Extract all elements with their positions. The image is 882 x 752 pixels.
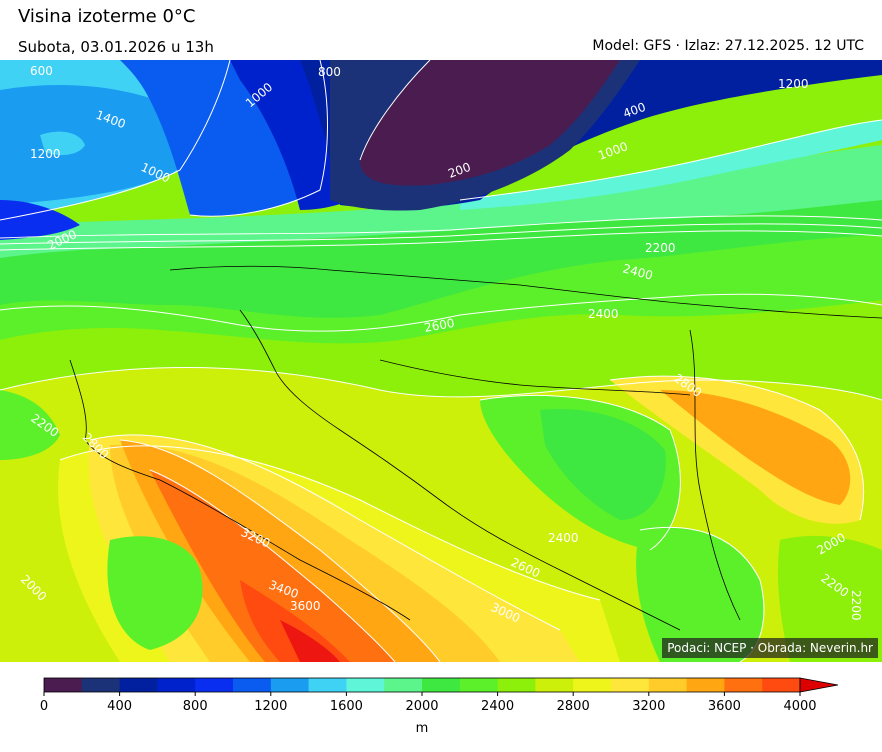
- colorbar-segment: [535, 678, 574, 692]
- colorbar-segment: [724, 678, 763, 692]
- chart-subtitle: Subota, 03.01.2026 u 13h: [18, 38, 214, 56]
- colorbar-tick-label: 2000: [405, 699, 438, 714]
- colorbar-ticks: 0 400 800 1200 1600 2000 2400 2800 3200 3600 4000: [40, 692, 817, 714]
- colorbar-segment: [573, 678, 612, 692]
- west-green-small: [0, 390, 60, 460]
- balkan-green-inner: [540, 409, 666, 520]
- colorbar-segment: [497, 678, 536, 692]
- colorbar-tick-label: 4000: [783, 699, 816, 714]
- band-200: [360, 60, 620, 186]
- band-4000: [280, 620, 340, 662]
- colorbar-segment: [459, 678, 499, 692]
- colorbar-tick-label: 3600: [708, 699, 741, 714]
- model-info: Model: GFS · Izlaz: 27.12.2025. 12 UTC: [592, 38, 864, 54]
- colorbar-segment: [686, 678, 725, 692]
- band-1800: [0, 145, 882, 258]
- colorbar-segment: [270, 678, 310, 692]
- contour-label: 2400: [548, 531, 579, 545]
- colorbar-tick-label: 3200: [632, 699, 665, 714]
- contour-label: 3600: [290, 599, 321, 613]
- contour-label: 2600: [423, 316, 456, 335]
- colorbar-tick-label: 2400: [481, 699, 514, 714]
- nw-cyan-spot: [40, 131, 85, 156]
- east-green-2: [636, 527, 764, 662]
- contour-label: 1200: [30, 147, 61, 161]
- nw-cold-edge: [0, 200, 80, 240]
- colorbar-tick-label: 1200: [254, 699, 287, 714]
- colorbar-tick-label: 800: [183, 699, 208, 714]
- band-3400: [120, 440, 440, 662]
- colorbar-tick-label: 1600: [330, 699, 363, 714]
- colorbar-segment: [308, 678, 347, 692]
- nw-blue-bright: [0, 115, 123, 198]
- colorbar-segment: [81, 678, 121, 692]
- east-orange-3100: [660, 390, 851, 505]
- band-3600: [150, 470, 395, 662]
- colorbar-segment: [119, 678, 158, 692]
- colorbar-tick-label: 0: [40, 699, 48, 714]
- colorbar-unit: m: [416, 721, 429, 736]
- contour-label: 2400: [588, 307, 619, 321]
- west-green: [107, 536, 203, 650]
- coastline-borders: [69, 265, 882, 631]
- colorbar-segment: [346, 678, 385, 692]
- colorbar-segment: [422, 678, 461, 692]
- far-east-green: [778, 535, 882, 662]
- freezing-level-map: 600 800 1000 1400 1200 1000 200 400 1000…: [0, 60, 882, 662]
- chart-title: Visina izoterme 0°C: [18, 6, 196, 27]
- contour-label: 2200: [645, 241, 676, 255]
- contour-label: 1200: [778, 77, 809, 91]
- colorbar-tick-label: 400: [107, 699, 132, 714]
- colorbar: 0 400 800 1200 1600 2000 2400 2800 3200 3600 4000 …: [40, 677, 839, 736]
- colorbar-segment: [195, 678, 234, 692]
- colorbar-segment: [44, 678, 83, 692]
- contour-lines: [0, 60, 882, 662]
- colorbar-tick-label: 2800: [557, 699, 590, 714]
- data-credit: Podaci: NCEP · Obrada: Neverin.hr: [662, 638, 878, 658]
- contour-label: 2200: [849, 590, 863, 621]
- colorbar-extend-arrow: [799, 677, 839, 693]
- contour-label: 600: [30, 64, 53, 78]
- colorbar-segments: [44, 678, 801, 692]
- colorbar-segment: [384, 678, 423, 692]
- band-3800: [240, 580, 350, 662]
- colorbar-segment: [233, 678, 272, 692]
- contour-label: 800: [318, 65, 341, 79]
- colorbar-segment: [157, 678, 196, 692]
- colorbar-segment: [611, 678, 650, 692]
- colorbar-segment: [762, 678, 801, 692]
- colorbar-segment: [648, 678, 688, 692]
